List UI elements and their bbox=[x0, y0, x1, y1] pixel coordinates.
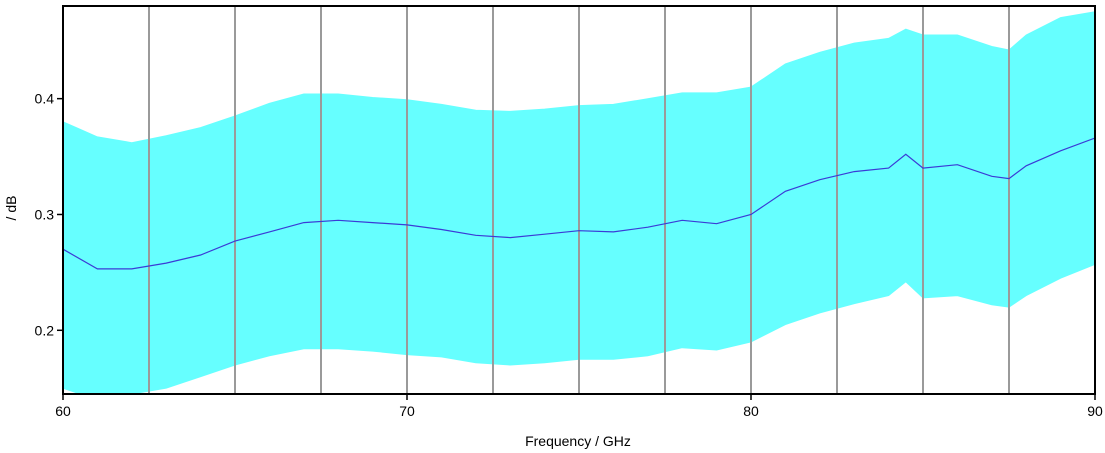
plot-frame bbox=[62, 5, 1096, 395]
x-tick-label: 90 bbox=[1087, 403, 1103, 419]
y-axis-label: / dB bbox=[3, 196, 19, 221]
y-tick-label: 0.2 bbox=[35, 322, 55, 338]
x-tick-label: 80 bbox=[743, 403, 759, 419]
y-tick-label: 0.3 bbox=[35, 206, 55, 222]
y-tick-label: 0.4 bbox=[35, 91, 55, 107]
x-tick-label: 60 bbox=[55, 403, 71, 419]
mean-line bbox=[63, 137, 1095, 270]
x-axis-label: Frequency / GHz bbox=[525, 433, 631, 449]
x-tick-label: 70 bbox=[399, 403, 415, 419]
